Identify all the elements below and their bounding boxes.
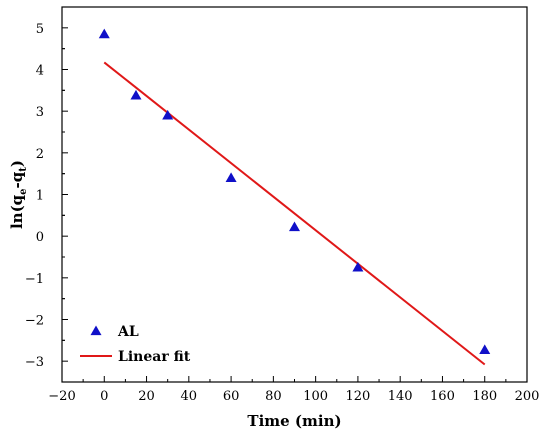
data-point <box>162 109 174 120</box>
x-tick-label: −20 <box>48 389 75 404</box>
x-axis-title: Time (min) <box>247 412 341 430</box>
x-tick-label: 80 <box>265 389 282 404</box>
x-tick-label: 120 <box>345 389 370 404</box>
x-tick-labels: −20 0 20 40 60 80 100 120 140 160 180 200 <box>48 389 539 404</box>
legend-marker-al <box>90 325 102 336</box>
legend-label-linear-fit: Linear fit <box>118 349 191 365</box>
data-point <box>225 172 237 182</box>
data-point <box>98 28 110 39</box>
y-tick-label: 4 <box>36 64 44 79</box>
x-tick-label: 40 <box>181 389 198 404</box>
legend-label-al: AL <box>117 324 139 340</box>
y-tick-label: −1 <box>25 272 44 287</box>
x-tick-label: 100 <box>303 389 328 404</box>
x-tick-label: 180 <box>472 389 497 404</box>
y-tick-label: 5 <box>36 22 44 37</box>
legend: AL Linear fit <box>80 324 191 365</box>
y-axis-title: ln(qe-qt) <box>8 160 29 229</box>
x-tick-label: 20 <box>138 389 155 404</box>
x-tick-label: 0 <box>100 389 108 404</box>
data-point <box>289 221 300 232</box>
data-point <box>352 261 364 272</box>
axis-ticks <box>61 27 528 382</box>
y-tick-labels: −3 −2 −1 0 1 2 3 4 5 <box>25 22 44 370</box>
data-point <box>130 89 142 100</box>
data-points <box>98 28 491 355</box>
y-tick-label: −3 <box>25 355 44 370</box>
x-tick-label: 60 <box>223 389 240 404</box>
data-point <box>479 344 491 355</box>
y-tick-label: 2 <box>36 147 44 162</box>
y-tick-label: 3 <box>36 105 44 120</box>
y-tick-label: −2 <box>25 314 44 329</box>
y-tick-label: 1 <box>36 189 44 204</box>
x-tick-label: 200 <box>515 389 540 404</box>
y-tick-label: 0 <box>36 230 44 245</box>
linear-fit-line <box>103 61 486 366</box>
x-tick-label: 160 <box>430 389 455 404</box>
x-tick-label: 140 <box>388 389 413 404</box>
